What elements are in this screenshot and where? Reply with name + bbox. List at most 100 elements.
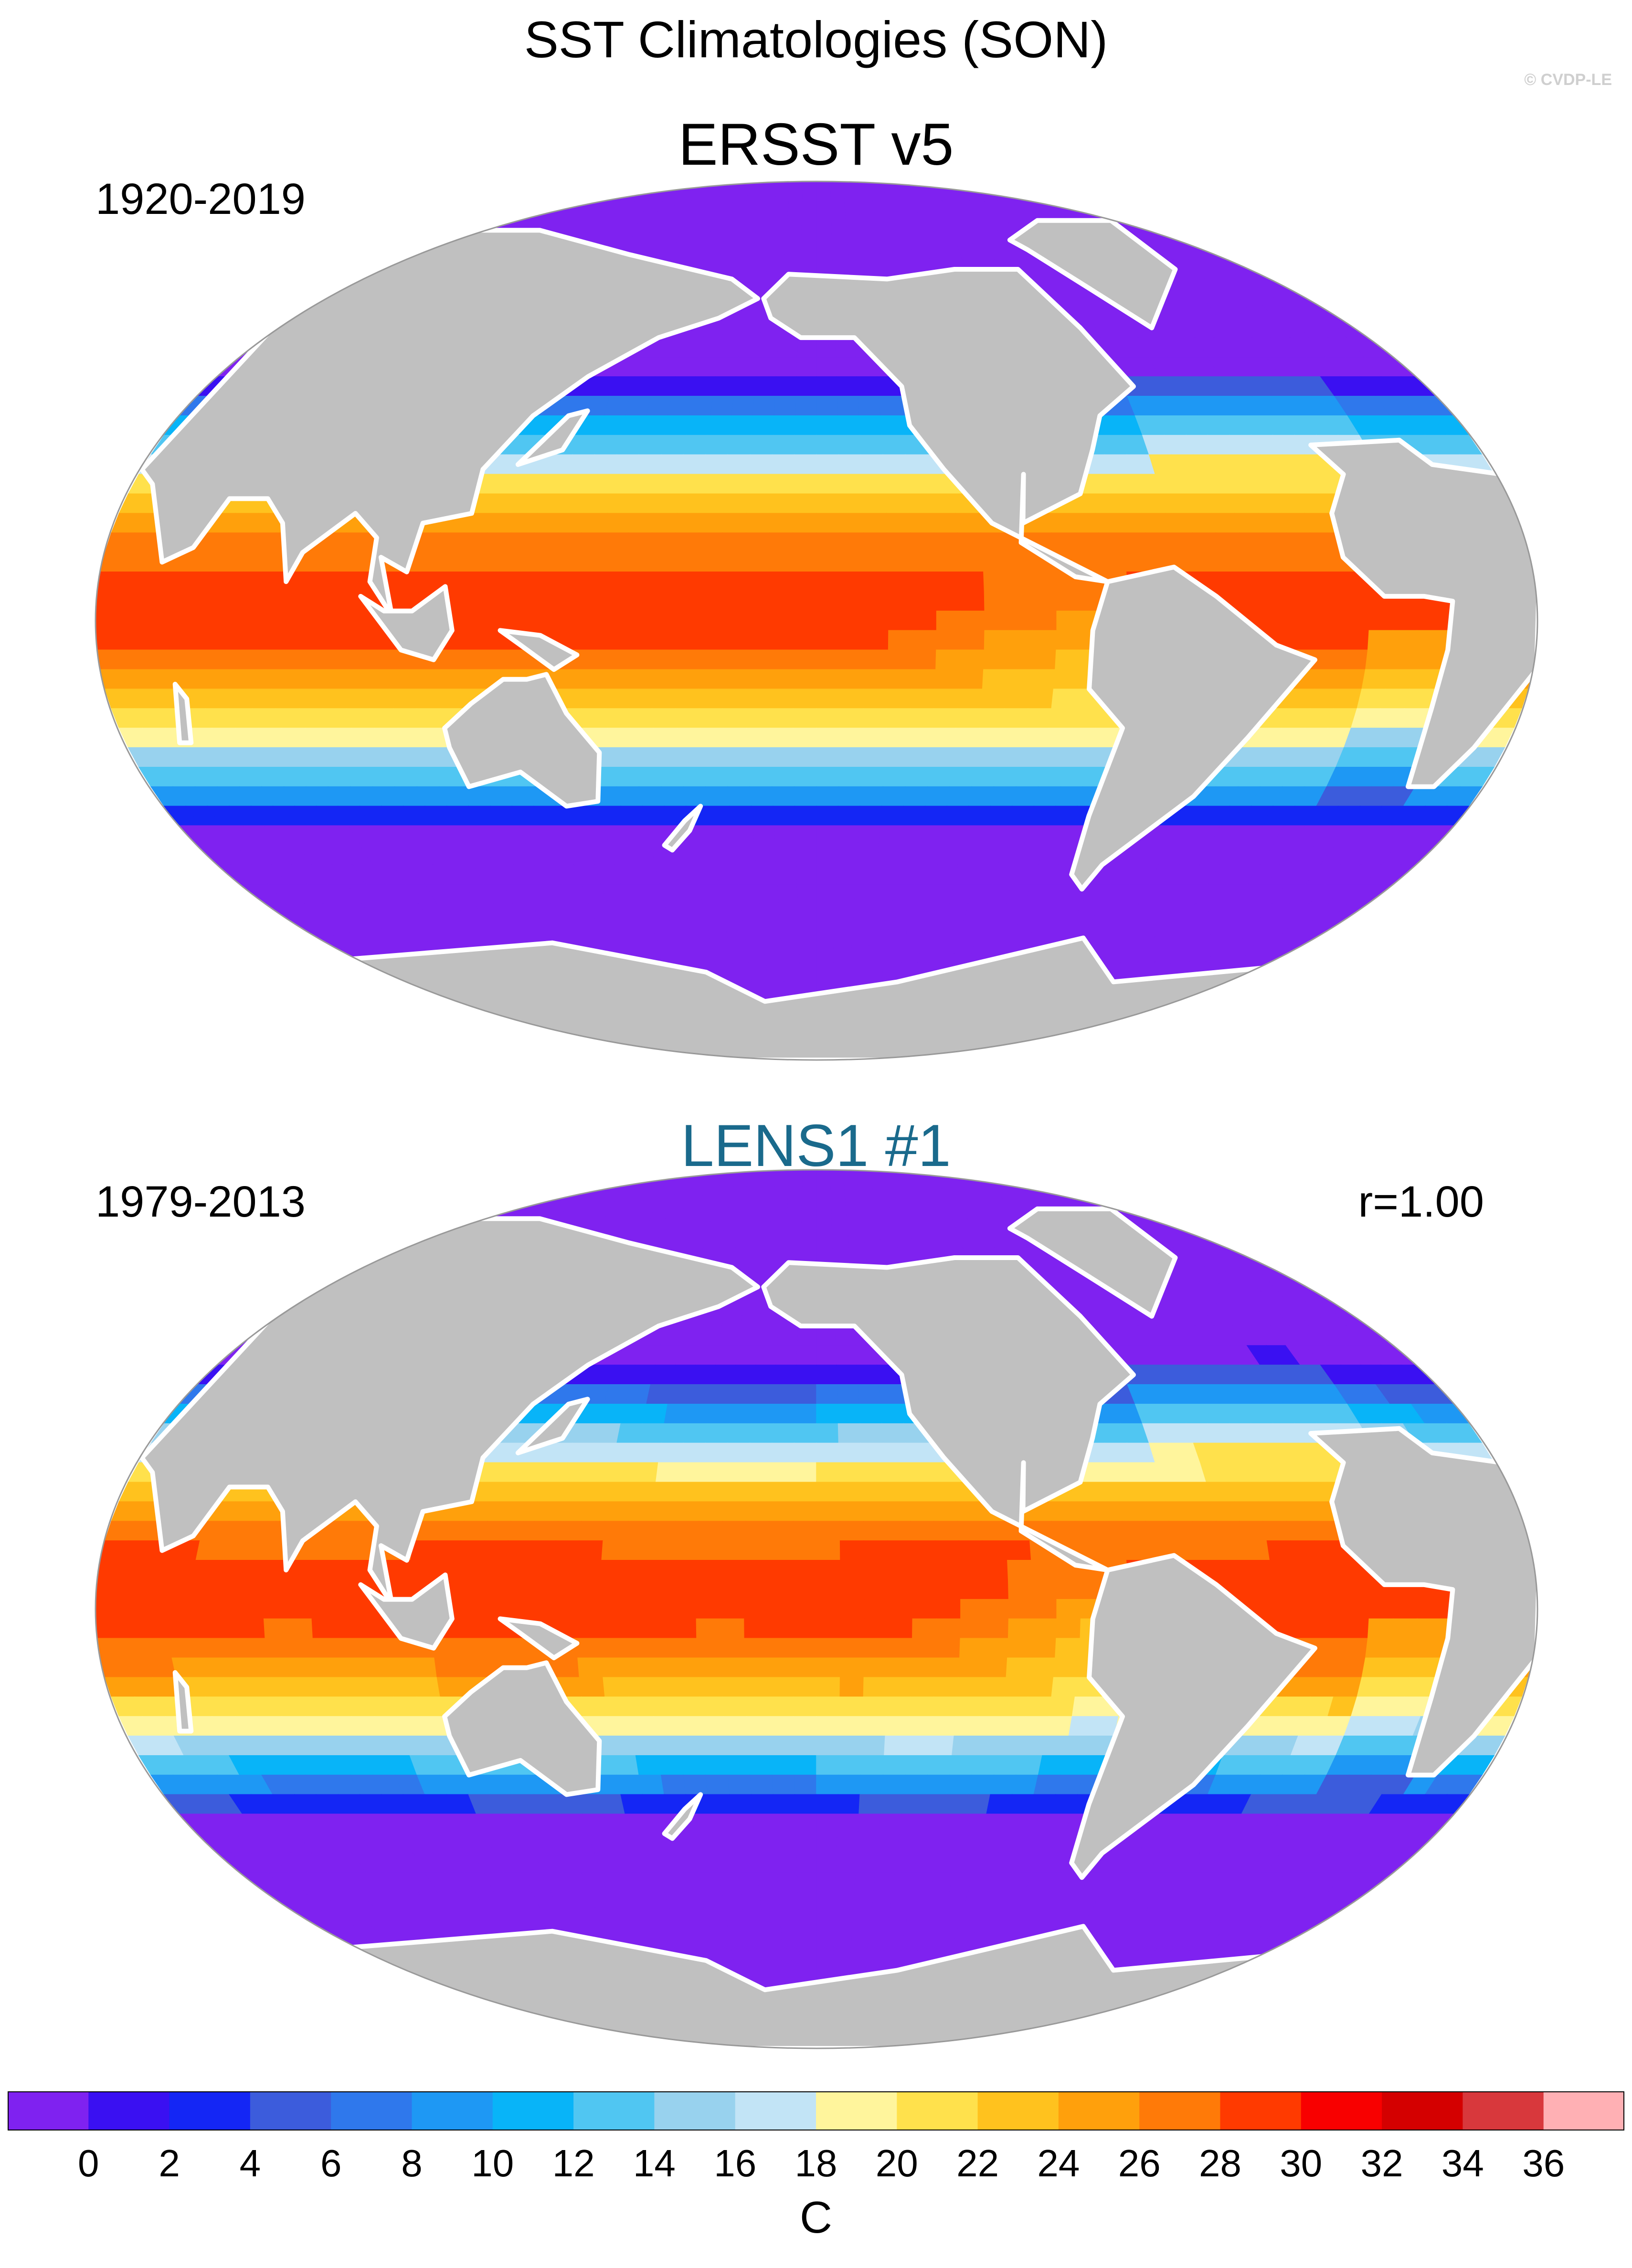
sst-cell [367, 220, 405, 241]
sst-cell [680, 1755, 706, 1776]
sst-cell [1123, 201, 1156, 221]
sst-cell [864, 962, 885, 983]
sst-cell [215, 610, 241, 631]
sst-cell [447, 1020, 482, 1041]
sst-cell [699, 1716, 725, 1737]
sst-cell [946, 1774, 973, 1795]
sst-cell [839, 513, 864, 533]
sst-cell [1198, 1040, 1237, 1060]
sst-cell [996, 747, 1024, 768]
sst-cell [678, 474, 704, 494]
sst-cell [911, 1540, 936, 1561]
sst-cell [456, 1560, 483, 1580]
sst-cell [855, 864, 878, 885]
sst-cell [816, 962, 834, 983]
sst-cell [506, 1540, 532, 1561]
sst-cell [888, 1638, 913, 1658]
sst-cell [124, 669, 153, 689]
sst-cell [936, 1618, 961, 1639]
sst-cell [504, 649, 530, 670]
sst-cell [1016, 766, 1043, 787]
sst-cell [96, 1638, 125, 1658]
sst-cell [1412, 1638, 1441, 1658]
sst-cell [1056, 1579, 1081, 1600]
sst-cell [624, 649, 650, 670]
sst-cell [604, 1501, 631, 1522]
sst-cell [581, 1696, 608, 1717]
sst-cell [1306, 278, 1346, 299]
sst-cell [757, 201, 775, 221]
sst-cell [100, 669, 129, 689]
sst-cell [744, 630, 769, 651]
sst-cell [862, 1501, 888, 1522]
sst-cell [830, 1189, 847, 1209]
sst-cell [1367, 1618, 1394, 1639]
globe-outline [95, 180, 1538, 1061]
sst-cell [1233, 981, 1271, 1002]
sst-cell [418, 1020, 455, 1041]
sst-cell [794, 786, 817, 807]
sst-cell [648, 1599, 673, 1620]
sst-cell [769, 220, 788, 241]
sst-cell [912, 610, 937, 631]
sst-cell [628, 708, 655, 729]
sst-cell [862, 708, 888, 729]
sst-cell [768, 532, 794, 553]
sst-cell [793, 1696, 817, 1717]
sst-cell [832, 962, 851, 983]
sst-cell [775, 1853, 797, 1873]
sst-cell [795, 1813, 817, 1834]
sst-cell [904, 1755, 930, 1776]
sst-cell [955, 708, 982, 729]
sst-cell [1295, 591, 1322, 612]
sst-cell [671, 376, 696, 397]
sst-cell [980, 1521, 1007, 1541]
figure-title: SST Climatologies (SON) [524, 11, 1108, 68]
sst-cell [339, 1540, 367, 1561]
sst-cell [1032, 1618, 1057, 1639]
sst-cell [816, 1384, 838, 1405]
sst-cell [1221, 1560, 1249, 1580]
sst-cell [838, 474, 863, 494]
sst-cell [796, 337, 817, 358]
sst-cell [722, 513, 747, 533]
sst-cell [1025, 708, 1052, 729]
sst-cell [765, 1247, 784, 1268]
sst-cell [882, 1755, 908, 1776]
sst-cell [1264, 1228, 1303, 1249]
sst-cell [744, 552, 770, 572]
sst-cell [745, 708, 771, 729]
sst-cell [365, 689, 394, 709]
sst-cell [935, 649, 961, 670]
sst-cell [551, 1579, 577, 1600]
sst-cell [1051, 532, 1078, 553]
sst-cell [389, 689, 418, 709]
sst-cell [757, 1189, 775, 1209]
sst-cell [650, 376, 676, 397]
sst-cell [1392, 1599, 1418, 1620]
sst-cell [241, 1560, 268, 1580]
sst-cell [834, 903, 855, 924]
sst-cell [626, 1521, 653, 1541]
sst-cell [816, 396, 838, 416]
sst-cell [1031, 572, 1057, 592]
sst-cell [795, 845, 817, 865]
sst-cell [216, 1638, 244, 1658]
sst-cell [675, 513, 701, 533]
sst-cell [458, 1657, 485, 1678]
sst-cell [983, 572, 1009, 592]
sst-cell [1239, 1521, 1268, 1541]
sst-cell [576, 1638, 602, 1658]
sst-cell [373, 1020, 413, 1041]
sst-cell [1006, 669, 1032, 689]
sst-cell [801, 201, 817, 221]
sst-cell [1296, 1599, 1322, 1620]
sst-cell [312, 649, 340, 670]
sst-cell [398, 1001, 435, 1021]
sst-cell [959, 572, 985, 592]
sst-cell [1417, 1599, 1442, 1620]
sst-cell [769, 708, 794, 729]
sst-cell [195, 1540, 224, 1561]
sst-cell [192, 649, 221, 670]
sst-cell [728, 942, 750, 963]
